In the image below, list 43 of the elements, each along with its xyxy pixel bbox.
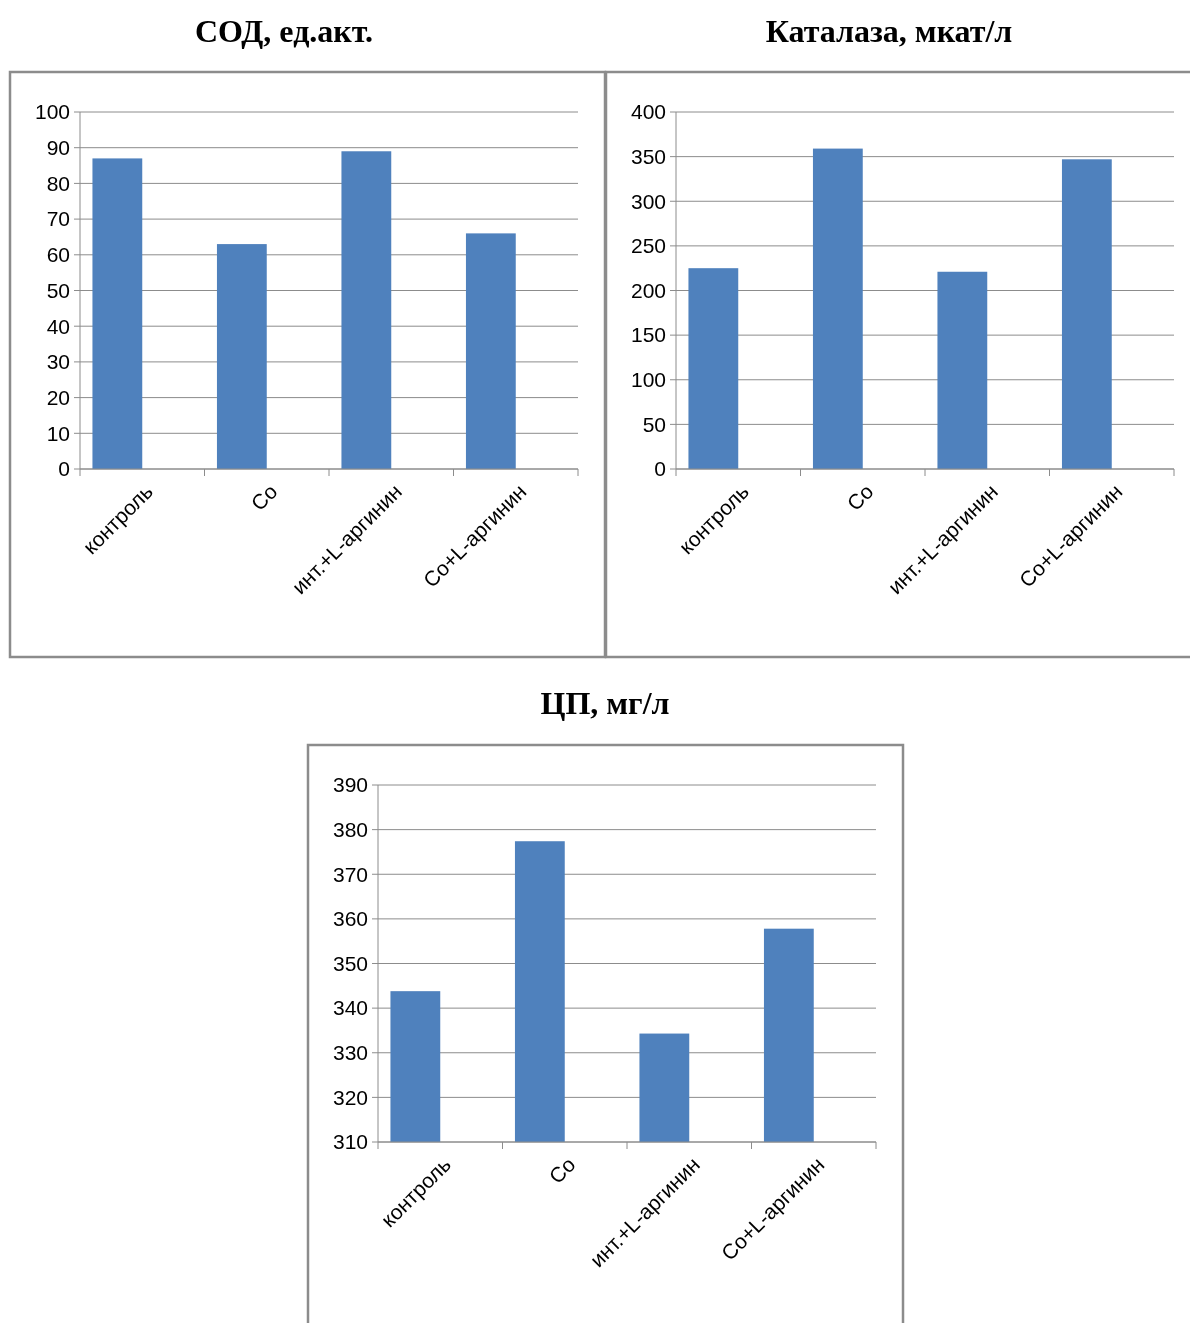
y-tick-label: 370 bbox=[332, 862, 368, 886]
y-tick-label: 390 bbox=[332, 773, 368, 797]
y-tick-label: 100 bbox=[34, 100, 70, 124]
y-tick-label: 350 bbox=[332, 951, 368, 975]
bar bbox=[341, 151, 392, 469]
y-tick-label: 40 bbox=[46, 314, 70, 338]
bar bbox=[937, 271, 988, 469]
chart-title: СОД, ед.акт. bbox=[194, 13, 374, 49]
y-tick-label: 250 bbox=[630, 234, 666, 258]
y-tick-label: 0 bbox=[654, 457, 666, 481]
bar bbox=[812, 148, 863, 469]
y-tick-label: 340 bbox=[332, 996, 368, 1020]
y-tick-label: 350 bbox=[630, 144, 666, 168]
y-tick-label: 50 bbox=[46, 278, 70, 302]
y-tick-label: 100 bbox=[630, 368, 666, 392]
y-tick-label: 380 bbox=[332, 817, 368, 841]
bar bbox=[465, 233, 516, 469]
y-tick-label: 10 bbox=[46, 421, 70, 445]
y-tick-label: 20 bbox=[46, 385, 70, 409]
bar bbox=[92, 158, 143, 469]
y-tick-label: 90 bbox=[46, 136, 70, 160]
bar bbox=[688, 268, 739, 469]
y-tick-label: 80 bbox=[46, 171, 70, 195]
y-tick-label: 0 bbox=[58, 457, 70, 481]
y-tick-label: 330 bbox=[332, 1041, 368, 1065]
y-tick-label: 60 bbox=[46, 243, 70, 267]
bar bbox=[216, 244, 267, 469]
chart-title: Каталаза, мкат/л bbox=[765, 13, 1013, 49]
y-tick-label: 150 bbox=[630, 323, 666, 347]
y-tick-label: 360 bbox=[332, 907, 368, 931]
y-tick-label: 50 bbox=[642, 412, 666, 436]
y-tick-label: 70 bbox=[46, 207, 70, 231]
x-tick-label: Co bbox=[842, 479, 878, 515]
y-tick-label: 30 bbox=[46, 350, 70, 374]
y-tick-label: 400 bbox=[630, 100, 666, 124]
bar bbox=[1061, 159, 1112, 469]
y-tick-label: 310 bbox=[332, 1130, 368, 1154]
chart-title: ЦП, мг/л bbox=[540, 685, 670, 721]
y-tick-label: 300 bbox=[630, 189, 666, 213]
x-tick-label: Co bbox=[246, 479, 282, 515]
x-tick-label: Co bbox=[544, 1152, 580, 1188]
y-tick-label: 320 bbox=[332, 1085, 368, 1109]
y-tick-label: 200 bbox=[630, 278, 666, 302]
